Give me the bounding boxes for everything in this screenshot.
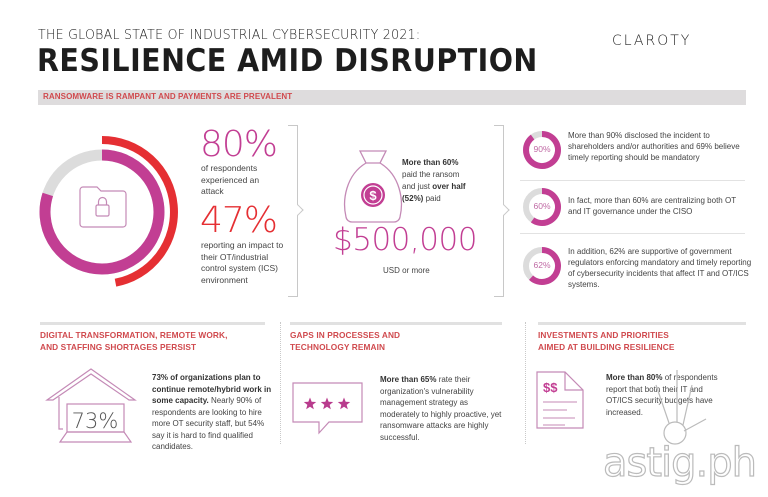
- column-separator: [525, 322, 526, 444]
- banner-text: RANSOMWARE IS RAMPANT AND PAYMENTS ARE P…: [43, 92, 293, 101]
- attack-stat-text: of respondents experienced an attack: [201, 163, 260, 196]
- star-icon: [320, 397, 334, 410]
- house-laptop-icon: 73%: [45, 368, 137, 443]
- mini-donut-label: 90%: [533, 144, 551, 154]
- mini-donut-arc: [528, 247, 561, 285]
- mini-donut-90: [523, 131, 561, 169]
- ics-impact-stat-text: reporting an impact to their OT/industri…: [201, 240, 284, 285]
- section-heading-digital-transformation: DIGITAL TRANSFORMATION, REMOTE WORK, AND…: [40, 330, 228, 352]
- folder-lock-icon: [79, 186, 127, 228]
- attack-stat-value: 80%: [200, 124, 278, 165]
- budget-document-icon: $$: [536, 371, 584, 429]
- ransom-amount-note: USD or more: [383, 266, 430, 275]
- ransom-paid-text: More than 60% paid the ransom and just o…: [402, 158, 466, 203]
- watermark-hand-icon: [655, 370, 707, 445]
- column-separator: [280, 322, 281, 444]
- disclosure-row: 62% In addition, 62% are supportive of g…: [520, 234, 751, 296]
- watermark-text: astig.ph: [602, 439, 757, 486]
- section-rule: [538, 322, 746, 325]
- disclosure-text: In fact, more than 60% are centralizing …: [568, 196, 736, 216]
- section-heading-gaps: GAPS IN PROCESSES AND TECHNOLOGY REMAIN: [290, 330, 401, 352]
- section-rule: [290, 322, 502, 325]
- rating-stars-bubble-icon: [292, 382, 363, 435]
- donut-arc-ics-impact: [101, 136, 178, 287]
- section-text: 73% of organizations plan to continue re…: [152, 373, 272, 451]
- report-title: RESILIENCE AMID DISRUPTION: [37, 43, 538, 79]
- mini-donut-arc: [523, 131, 561, 169]
- disclosure-text: In addition, 62% are supportive of gover…: [568, 247, 752, 289]
- house-icon-label: 73%: [72, 409, 119, 433]
- mini-donut-arc: [530, 188, 561, 226]
- claroty-logo: CLAROTY: [612, 33, 692, 49]
- donut-arc-attack: [39, 149, 165, 275]
- row-divider: [520, 233, 745, 234]
- section-rule: [40, 322, 265, 325]
- section-heading-investments: INVESTMENTS AND PRIORITIES AIMED AT BUIL…: [538, 330, 675, 352]
- disclosure-list: 90% More than 90% disclosed the incident…: [520, 128, 751, 296]
- ics-impact-stat-value: 47%: [200, 200, 278, 241]
- disclosure-row: 90% More than 90% disclosed the incident…: [520, 128, 745, 180]
- section-text: More than 65% rate their organization's …: [380, 375, 502, 442]
- money-bag-icon: $: [343, 150, 403, 223]
- report-subtitle: THE GLOBAL STATE OF INDUSTRIAL CYBERSECU…: [38, 27, 421, 43]
- document-icon-label: $$: [543, 380, 558, 395]
- section-text: More than 80% of respondents report that…: [606, 373, 718, 417]
- mini-donut-label: 60%: [533, 201, 551, 211]
- ransomware-banner: RANSOMWARE IS RAMPANT AND PAYMENTS ARE P…: [38, 90, 746, 105]
- star-icon: [337, 397, 351, 410]
- ransom-amount: $500,000: [333, 222, 477, 258]
- disclosure-row: 60% In fact, more than 60% are centraliz…: [520, 181, 745, 233]
- mini-donut-62: [523, 247, 561, 285]
- row-divider: [520, 180, 745, 181]
- mini-donut-label: 62%: [533, 260, 551, 270]
- attack-donut-chart: [39, 136, 178, 287]
- star-icon: [303, 397, 317, 410]
- mini-donut-60: [523, 188, 561, 226]
- disclosure-text: More than 90% disclosed the incident to …: [568, 131, 740, 162]
- svg-text:$: $: [369, 188, 377, 203]
